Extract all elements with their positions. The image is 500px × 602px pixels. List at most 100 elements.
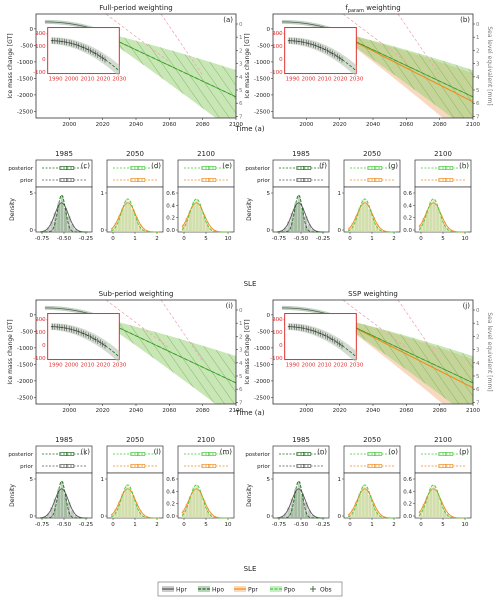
histogram-bar-posterior bbox=[57, 489, 61, 518]
inset-xtick-label: 1990 bbox=[286, 77, 300, 83]
density-xtick-label: 2 bbox=[392, 522, 396, 528]
boxplot-frame bbox=[414, 159, 472, 188]
density-ytick-label: 0.2 bbox=[403, 502, 412, 508]
density-ytick-label: 1 bbox=[338, 477, 342, 483]
xtick-label: 2100 bbox=[466, 408, 480, 414]
histogram-bar-posterior bbox=[287, 230, 291, 232]
inset-xtick-label: 2020 bbox=[333, 77, 347, 83]
histogram-bar-posterior bbox=[206, 511, 210, 518]
histogram-bar-posterior bbox=[195, 199, 199, 232]
density-panel-g: 2050 0 1 2 0 1 (g) bbox=[338, 150, 401, 242]
xtick-label: 2080 bbox=[433, 122, 447, 128]
density-year-title: 2100 bbox=[434, 150, 452, 158]
posterior-hatch bbox=[102, 32, 236, 118]
ytick-label: -1000 bbox=[254, 60, 270, 66]
ytick-right-label: 2 bbox=[239, 334, 243, 340]
histogram-bar-posterior bbox=[304, 226, 308, 232]
histogram-bar-posterior bbox=[419, 227, 423, 232]
title-part: f bbox=[345, 4, 348, 12]
ytick-right-label: 2 bbox=[239, 48, 243, 54]
ytick-right-label: 2 bbox=[476, 334, 480, 340]
density-year-title: 2100 bbox=[197, 436, 215, 444]
row-label-posterior: posterior bbox=[245, 166, 270, 172]
histogram-bar-posterior bbox=[425, 210, 429, 232]
inset-chart: 1990 2000 2010 2020 2030 200 100 0 -100 bbox=[270, 313, 364, 369]
histogram-bar-posterior bbox=[361, 485, 365, 518]
histogram-bar-posterior bbox=[141, 230, 145, 232]
density-xtick-label: 0 bbox=[182, 236, 186, 242]
xtick-label: 2100 bbox=[229, 408, 243, 414]
ytick-right-label: 3 bbox=[239, 348, 243, 354]
boxplot-frame bbox=[272, 445, 330, 474]
histogram-bar-posterior bbox=[57, 203, 61, 232]
density-year-title: 2050 bbox=[363, 150, 381, 158]
density-ytick-label: 5 bbox=[267, 191, 271, 197]
histogram-bar-posterior bbox=[64, 211, 68, 232]
ytick-right-label: 6 bbox=[239, 101, 243, 107]
ytick-right-label: 3 bbox=[476, 62, 480, 68]
inset-chart: 1990 2000 2010 2020 2030 200 100 0 -100 bbox=[33, 27, 127, 83]
row-label-prior: prior bbox=[257, 178, 271, 184]
row-label-prior: prior bbox=[20, 178, 34, 184]
ytick-label: -1500 bbox=[254, 362, 270, 368]
density-xtick-label: 2 bbox=[392, 236, 396, 242]
inset-xtick-label: 2000 bbox=[65, 77, 79, 83]
density-ytick-label: 0.4 bbox=[403, 489, 412, 495]
histogram-bar-posterior bbox=[432, 485, 436, 518]
histogram-bar-prior bbox=[70, 510, 74, 518]
density-xtick-label: 0 bbox=[111, 522, 115, 528]
ytick-label: 0 bbox=[30, 27, 34, 33]
histogram-bar-prior bbox=[287, 221, 291, 232]
density-ylabel: Density bbox=[9, 198, 16, 221]
inset-xtick-label: 2010 bbox=[317, 363, 331, 369]
boxplot-frame bbox=[177, 159, 235, 188]
inset-xtick-label: 2000 bbox=[302, 77, 316, 83]
ytick-right-label: 2 bbox=[476, 48, 480, 54]
histogram-bar-prior bbox=[50, 507, 54, 518]
histogram-bar-prior bbox=[304, 502, 308, 518]
inset-xtick-label: 2000 bbox=[302, 363, 316, 369]
ytick-right-label: 7 bbox=[476, 400, 480, 406]
xtick-label: 2020 bbox=[96, 408, 110, 414]
density-xtick-label: -0.50 bbox=[294, 236, 309, 242]
panel-title: Full-period weighting bbox=[99, 4, 172, 12]
panel-letter: (h) bbox=[459, 162, 469, 170]
histogram-bar-posterior bbox=[138, 227, 142, 232]
histogram-bar-posterior bbox=[446, 229, 450, 232]
density-curve-posterior bbox=[110, 484, 160, 519]
density-curve-prior bbox=[276, 202, 326, 233]
inset-ytick-label: 0 bbox=[42, 343, 46, 349]
density-xtick-label: -0.75 bbox=[272, 522, 287, 528]
boxplot-frame bbox=[343, 445, 401, 474]
posterior-hatch bbox=[102, 318, 236, 404]
ytick-right-label: 7 bbox=[239, 400, 243, 406]
density-ytick-label: 5 bbox=[267, 477, 271, 483]
density-year-title: 2100 bbox=[197, 150, 215, 158]
histogram-bar-posterior bbox=[372, 506, 376, 518]
ytick-label: -1000 bbox=[17, 60, 33, 66]
histogram-bar-prior bbox=[74, 515, 78, 518]
ytick-right-label: 1 bbox=[239, 35, 243, 41]
density-ytick-label: 0.6 bbox=[403, 191, 412, 197]
xtick-label: 2000 bbox=[62, 408, 76, 414]
histogram-bar-prior bbox=[70, 224, 74, 232]
xtick-label: 2020 bbox=[333, 122, 347, 128]
density-curve-posterior bbox=[181, 198, 231, 233]
density-ytick-label: 0 bbox=[30, 228, 34, 234]
panel-title: Sub-period weighting bbox=[99, 290, 174, 298]
boxplot-frame bbox=[177, 445, 235, 474]
histogram-bar-posterior bbox=[131, 495, 135, 518]
panel-letter: (d) bbox=[151, 162, 161, 170]
inset-xtick-label: 2010 bbox=[317, 77, 331, 83]
ylabel-left: Ice mass change [GT] bbox=[244, 319, 251, 384]
histogram-bar-posterior bbox=[446, 515, 450, 518]
histogram-bar-posterior bbox=[443, 511, 447, 518]
histogram-bar-posterior bbox=[67, 512, 71, 518]
inset-ytick-label: 0 bbox=[42, 57, 46, 63]
density-ytick-label: 0 bbox=[101, 514, 105, 520]
histogram-bar-posterior bbox=[209, 515, 213, 518]
histogram-bar-posterior bbox=[185, 220, 189, 232]
ytick-label: -500 bbox=[21, 329, 34, 335]
ylabel-right: Sea level equivalent [mm] bbox=[486, 312, 493, 391]
density-curve-prior bbox=[39, 488, 89, 519]
